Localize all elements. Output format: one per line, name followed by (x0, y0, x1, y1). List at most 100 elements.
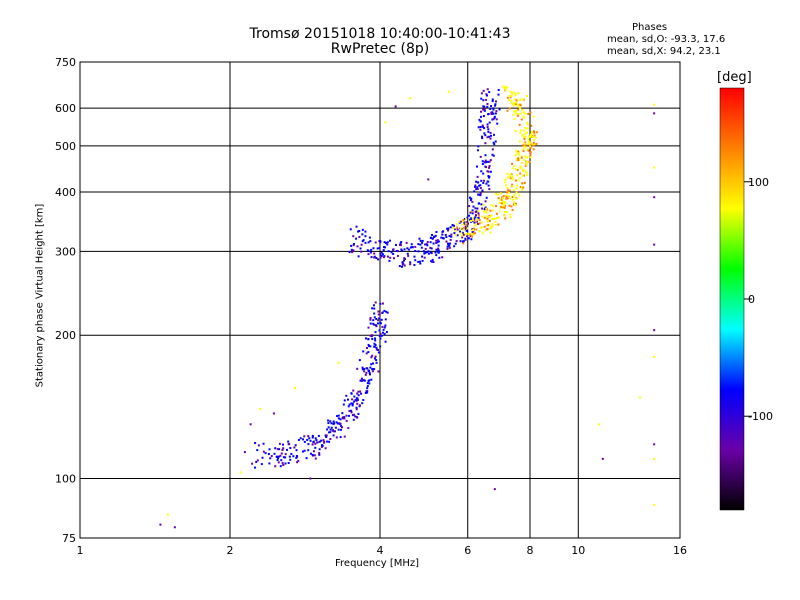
data-point (494, 104, 497, 107)
data-point (449, 238, 452, 241)
data-point (398, 265, 401, 268)
data-point (458, 220, 461, 223)
data-point (379, 241, 382, 244)
data-point (523, 129, 526, 132)
data-point (456, 226, 459, 229)
data-point (517, 150, 520, 153)
data-point (512, 189, 515, 192)
data-point (264, 452, 267, 455)
data-point (524, 164, 527, 167)
data-point (400, 241, 403, 244)
data-point (280, 459, 283, 462)
data-point (379, 337, 382, 340)
data-point (501, 200, 504, 203)
data-point (360, 378, 363, 381)
data-point (468, 233, 471, 236)
data-point (353, 395, 356, 398)
data-point (334, 426, 337, 429)
x-tick-label: 4 (377, 544, 384, 557)
data-point (367, 369, 370, 372)
data-point (518, 140, 521, 143)
data-point (528, 140, 531, 143)
data-point (498, 210, 501, 213)
data-point (510, 94, 513, 97)
data-point (497, 93, 500, 96)
data-point (384, 324, 387, 327)
data-point (465, 235, 468, 238)
data-point (427, 252, 430, 255)
data-point (474, 185, 477, 188)
data-point (481, 207, 484, 210)
data-point (255, 460, 258, 463)
data-point (476, 149, 479, 152)
data-point (377, 258, 380, 261)
data-point (510, 102, 513, 105)
y-tick-label: 75 (62, 532, 76, 545)
data-point (366, 391, 369, 394)
data-point (424, 247, 427, 250)
data-point (486, 180, 489, 183)
data-point (345, 419, 348, 422)
data-point (435, 239, 438, 242)
data-point (339, 422, 342, 425)
data-point (486, 170, 489, 173)
data-point (508, 107, 511, 110)
data-point (491, 205, 494, 208)
data-point (484, 206, 487, 209)
data-point (489, 227, 492, 230)
data-point (360, 377, 363, 380)
data-point (499, 207, 502, 210)
data-point (306, 438, 309, 441)
data-point (426, 244, 429, 247)
data-point (460, 234, 463, 237)
data-point (487, 130, 490, 133)
data-point (486, 88, 489, 91)
data-point (494, 112, 497, 115)
data-point (348, 403, 351, 406)
data-point (303, 440, 306, 443)
data-point (413, 255, 416, 258)
data-point (532, 115, 535, 118)
data-point (446, 227, 449, 230)
data-point (350, 402, 353, 405)
data-point (307, 443, 310, 446)
data-point (530, 134, 533, 137)
data-point (374, 344, 377, 347)
data-point (514, 202, 517, 205)
data-point (405, 241, 408, 244)
y-tick-label: 200 (55, 329, 76, 342)
data-point (597, 423, 600, 426)
data-point (479, 184, 482, 187)
data-point (417, 260, 420, 263)
data-point (448, 234, 451, 237)
data-point (345, 394, 348, 397)
data-point (445, 235, 448, 238)
data-point (474, 214, 477, 217)
data-point (516, 151, 519, 154)
data-point (471, 233, 474, 236)
data-point (481, 215, 484, 218)
data-point (529, 151, 532, 154)
data-point (529, 153, 532, 156)
data-point (371, 338, 374, 341)
data-point (396, 250, 399, 253)
data-point (446, 247, 449, 250)
data-point (528, 142, 531, 145)
data-point (482, 204, 485, 207)
data-point (361, 368, 364, 371)
data-point (509, 213, 512, 216)
data-point (479, 155, 482, 158)
data-point (465, 221, 468, 224)
data-point (509, 96, 512, 99)
data-point (360, 250, 363, 253)
data-point (351, 402, 354, 405)
data-point (419, 262, 422, 265)
data-point (350, 411, 353, 414)
y-tick-label: 400 (55, 186, 76, 199)
data-point (350, 248, 353, 251)
data-point (297, 459, 300, 462)
data-point (506, 172, 509, 175)
data-point (485, 93, 488, 96)
data-point (508, 175, 511, 178)
